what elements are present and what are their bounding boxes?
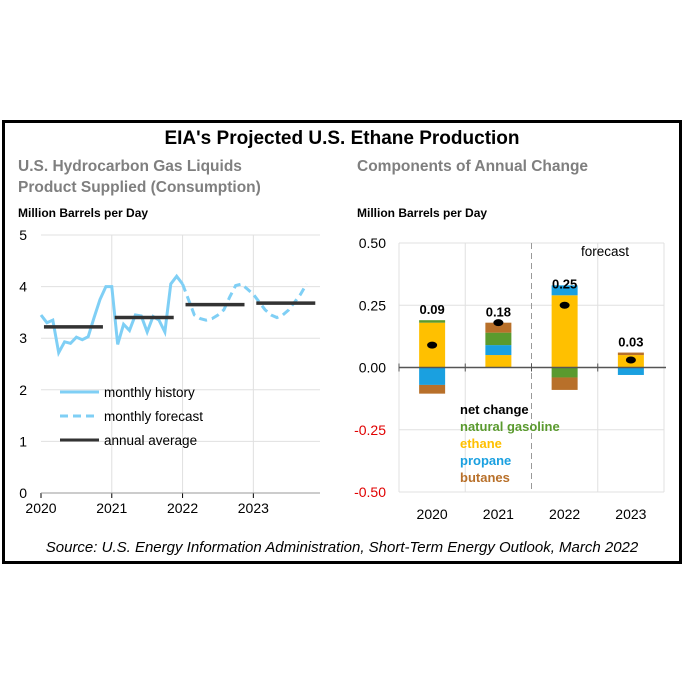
net-change-label: 0.25 — [552, 276, 577, 291]
x-tick-label: 2022 — [167, 500, 198, 516]
bar-segment-butanes — [485, 322, 512, 333]
y-tick-label: 0 — [19, 485, 27, 501]
x-tick-label: 2021 — [483, 506, 514, 522]
bar-segment-propane — [617, 367, 644, 375]
x-tick-label: 2023 — [615, 506, 646, 522]
right-ylabel: Million Barrels per Day — [357, 206, 487, 220]
x-tick-label: 2021 — [96, 500, 127, 516]
legend-label: propane — [460, 453, 511, 468]
y-tick-label: 0.50 — [359, 235, 386, 251]
figure-title: EIA's Projected U.S. Ethane Production — [164, 128, 519, 149]
y-tick-label: 0.00 — [359, 360, 386, 376]
y-tick-label: 0.25 — [359, 297, 386, 313]
source-note: Source: U.S. Energy Information Administ… — [46, 539, 639, 556]
legend-label: monthly forecast — [104, 409, 203, 424]
bar-segment-natural-gasoline — [485, 332, 512, 346]
bar-segment-natural-gasoline — [551, 367, 578, 378]
y-tick-label: 4 — [19, 279, 27, 295]
y-tick-label: 5 — [19, 227, 27, 243]
x-tick-label: 2020 — [417, 506, 448, 522]
bar-segment-butanes — [551, 377, 578, 390]
net-change-marker — [559, 301, 570, 309]
y-tick-label: 1 — [19, 433, 27, 449]
net-change-marker — [625, 356, 636, 364]
y-tick-label: 2 — [19, 382, 27, 398]
x-tick-label: 2023 — [238, 500, 269, 516]
line-chart: 0 1 2 3 4 5 2020 2021 2022 2023 monthly history mon… — [19, 227, 320, 516]
forecast-annotation: forecast — [581, 244, 629, 259]
legend-label: monthly history — [104, 385, 195, 400]
bar-segment-propane — [551, 285, 578, 296]
bar-segment-propane — [419, 367, 446, 385]
bar-segment-butanes — [419, 384, 446, 394]
legend-label: natural gasoline — [460, 419, 560, 434]
net-change-marker — [493, 319, 504, 327]
legend-label: annual average — [104, 433, 197, 448]
bar-segment-natural-gasoline — [419, 320, 446, 323]
y-tick-label: -0.50 — [354, 484, 386, 500]
bar-segment-ethane — [485, 355, 512, 368]
net-change-label: 0.18 — [486, 305, 511, 320]
x-tick-label: 2020 — [25, 500, 56, 516]
left-ylabel: Million Barrels per Day — [18, 206, 148, 220]
y-tick-label: -0.25 — [354, 422, 386, 438]
left-subtitle-1: U.S. Hydrocarbon Gas Liquids — [18, 158, 242, 175]
y-tick-label: 3 — [19, 330, 27, 346]
bar-segment-butanes — [617, 352, 644, 356]
net-change-label: 0.09 — [419, 302, 444, 317]
bar-segment-propane — [485, 345, 512, 356]
right-subtitle: Components of Annual Change — [357, 158, 588, 175]
legend-label: net change — [460, 402, 529, 417]
left-subtitle-2: Product Supplied (Consumption) — [18, 179, 261, 196]
monthly-history-line — [39, 273, 184, 358]
net-change-label: 0.03 — [618, 335, 643, 350]
legend-label: butanes — [460, 470, 510, 485]
monthly-forecast-line — [181, 282, 308, 322]
chart-frame — [2, 120, 682, 564]
net-change-marker — [427, 341, 438, 349]
legend-label: ethane — [460, 436, 502, 451]
x-tick-label: 2022 — [549, 506, 580, 522]
bar-chart: -0.50 -0.25 0.00 0.25 0.50 forecast 0.09 2020 0.… — [354, 235, 666, 522]
